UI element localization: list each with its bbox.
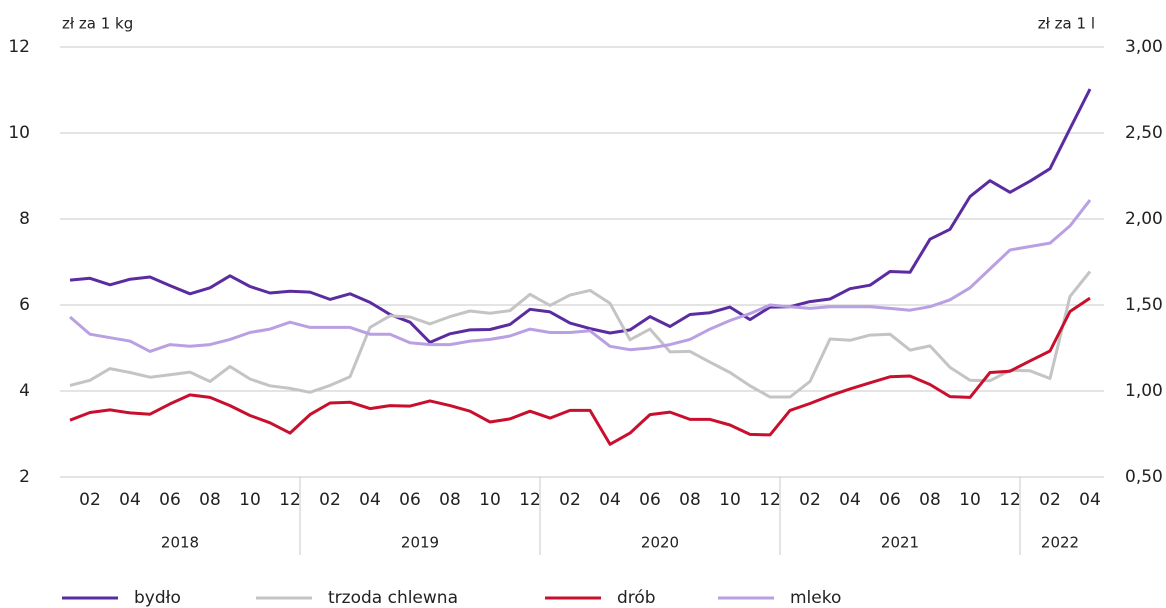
x-tick-label: 08 bbox=[919, 490, 941, 510]
y-tick-label: 8 bbox=[19, 209, 30, 229]
y2-axis-label: zł za 1 l bbox=[1038, 15, 1095, 33]
y-tick-label: 6 bbox=[19, 295, 30, 315]
legend-label: drób bbox=[617, 588, 656, 608]
x-tick-label: 10 bbox=[479, 490, 501, 510]
x-tick-label: 02 bbox=[319, 490, 341, 510]
x-tick-label: 06 bbox=[159, 490, 181, 510]
y-axis-label: zł za 1 kg bbox=[62, 15, 133, 33]
x-tick-label: 10 bbox=[959, 490, 981, 510]
series-line bbox=[69, 270, 1092, 399]
y-tick-label: 10 bbox=[8, 123, 30, 143]
x-tick-label: 04 bbox=[1079, 490, 1101, 510]
x-tick-label: 04 bbox=[599, 490, 621, 510]
y2-tick-label: 1,00 bbox=[1125, 381, 1163, 401]
x-tick-label: 04 bbox=[839, 490, 861, 510]
y-tick-label: 2 bbox=[19, 467, 30, 487]
year-label: 2018 bbox=[161, 534, 199, 552]
x-tick-label: 06 bbox=[399, 490, 421, 510]
y2-tick-label: 3,00 bbox=[1125, 37, 1163, 57]
x-tick-label: 12 bbox=[999, 490, 1021, 510]
year-label: 2019 bbox=[401, 534, 439, 552]
x-tick-label: 04 bbox=[359, 490, 381, 510]
series-line bbox=[69, 296, 1091, 446]
x-tick-label: 06 bbox=[639, 490, 661, 510]
legend-label: trzoda chlewna bbox=[328, 588, 458, 608]
x-tick-label: 12 bbox=[759, 490, 781, 510]
y2-tick-label: 2,50 bbox=[1125, 123, 1163, 143]
series-line bbox=[69, 199, 1092, 353]
x-tick-label: 06 bbox=[879, 490, 901, 510]
x-tick-label: 02 bbox=[1039, 490, 1061, 510]
y-tick-label: 4 bbox=[19, 381, 30, 401]
year-label: 2021 bbox=[881, 534, 919, 552]
year-label: 2022 bbox=[1041, 534, 1079, 552]
y2-tick-label: 1,50 bbox=[1125, 295, 1163, 315]
legend-label: bydło bbox=[134, 588, 181, 608]
x-tick-label: 08 bbox=[439, 490, 461, 510]
y2-tick-label: 2,00 bbox=[1125, 209, 1163, 229]
year-label: 2020 bbox=[641, 534, 679, 552]
series-line bbox=[69, 88, 1092, 344]
x-tick-label: 04 bbox=[119, 490, 141, 510]
x-tick-label: 02 bbox=[799, 490, 821, 510]
x-tick-label: 08 bbox=[199, 490, 221, 510]
x-tick-label: 12 bbox=[279, 490, 301, 510]
x-tick-label: 12 bbox=[519, 490, 541, 510]
x-tick-label: 08 bbox=[679, 490, 701, 510]
x-tick-label: 02 bbox=[559, 490, 581, 510]
y2-tick-label: 0,50 bbox=[1125, 467, 1163, 487]
x-tick-label: 02 bbox=[79, 490, 101, 510]
x-tick-label: 10 bbox=[239, 490, 261, 510]
legend-label: mleko bbox=[790, 588, 841, 608]
x-tick-label: 10 bbox=[719, 490, 741, 510]
y-tick-label: 12 bbox=[8, 37, 30, 57]
